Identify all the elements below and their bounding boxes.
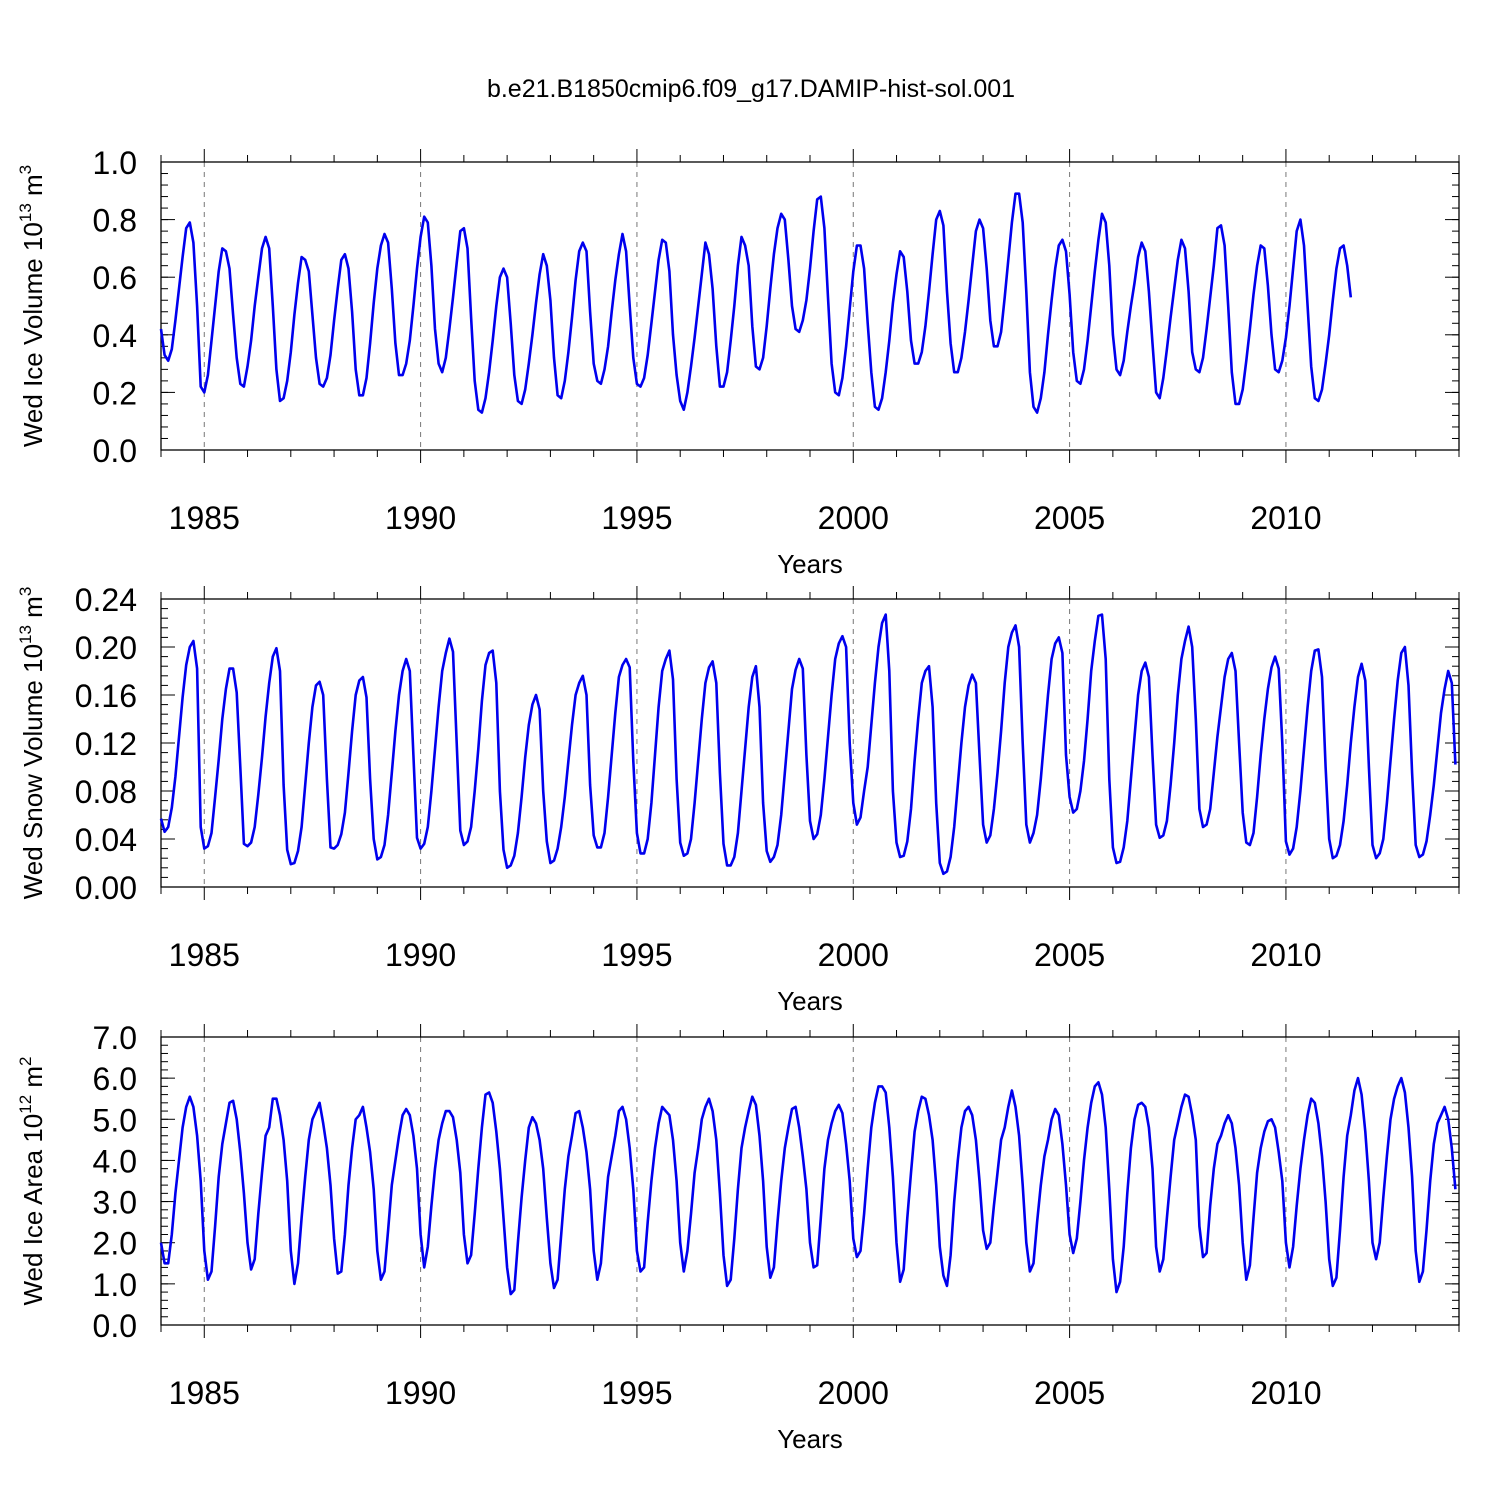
panel-2-y-axis-label-text: Wed Snow Volume 10 [18, 644, 48, 899]
panel-2-y-axis-label-unit: m [18, 596, 48, 625]
panel-2-x-tick-label: 2005 [1034, 937, 1105, 973]
panel-1-x-tick-label: 2005 [1034, 500, 1105, 536]
panel-3-y-tick-label: 0.0 [93, 1308, 137, 1344]
panel-1-y-axis-label-text: Wed Ice Volume 10 [18, 222, 48, 447]
panel-2-y-axis-label-exponent: 13 [16, 625, 35, 644]
panel-1-y-axis-label-unit: m [18, 174, 48, 203]
panel-1-y-tick-label: 0.2 [93, 375, 137, 411]
panel-1-y-axis-label: Wed Ice Volume 1013 m3 [16, 165, 48, 447]
panel-2-x-tick-label: 1995 [601, 937, 672, 973]
panel-3-y-tick-label: 1.0 [93, 1267, 137, 1303]
panel-3-y-tick-label: 7.0 [93, 1020, 137, 1056]
panel-3-x-tick-label: 1990 [385, 1375, 456, 1411]
panel-2-y-tick-label: 0.00 [75, 870, 137, 906]
panel-3-x-axis-label: Years [777, 1424, 843, 1454]
panel-1-plot-frame [160, 161, 1460, 451]
panel-3-series-line [159, 1076, 1457, 1296]
panel-2-x-tick-label: 1990 [385, 937, 456, 973]
panel-2-y-tick-label: 0.24 [75, 582, 137, 618]
panel-2-y-tick-label: 0.20 [75, 630, 137, 666]
panel-2-x-tick-label: 2000 [818, 937, 889, 973]
panel-3-y-tick-label: 2.0 [93, 1226, 137, 1262]
panel-3-y-axis-label-exponent: 12 [16, 1095, 35, 1114]
panel-1-y-tick-label: 1.0 [93, 145, 137, 181]
panel-2-y-axis-label-unit-exponent: 3 [16, 587, 35, 596]
panel-1-x-tick-label: 1985 [169, 500, 240, 536]
panel-2: 1985 1990 1995 2000 2005 2010 Years 0.00 0.04 0.0… [16, 582, 1460, 1016]
panel-3-y-tick-label: 5.0 [93, 1102, 137, 1138]
panel-2-series-line [159, 613, 1457, 876]
panel-3-y-axis-label-text: Wed Ice Area 10 [18, 1114, 48, 1306]
panel-2-plot-frame [160, 598, 1460, 888]
panel-2-y-tick-label: 0.12 [75, 726, 137, 762]
panel-1-series-line [159, 192, 1353, 414]
panel-3-y-tick-label: 4.0 [93, 1143, 137, 1179]
panel-1-y-axis-label-unit-exponent: 3 [16, 165, 35, 174]
panel-2-x-tick-label: 2010 [1250, 937, 1321, 973]
panel-1-x-axis-label: Years [777, 549, 843, 579]
panel-1-x-tick-label: 2000 [818, 500, 889, 536]
panel-3-x-tick-label: 1985 [169, 1375, 240, 1411]
figure-title: b.e21.B1850cmip6.f09_g17.DAMIP-hist-sol.… [487, 75, 1015, 103]
panel-1-y-tick-label: 0.0 [93, 433, 137, 469]
panel-3-x-tick-label: 1995 [601, 1375, 672, 1411]
panel-2-x-axis-label: Years [777, 986, 843, 1016]
panel-2-y-tick-label: 0.08 [75, 774, 137, 810]
panel-2-y-tick-label: 0.04 [75, 822, 137, 858]
panel-1-y-tick-label: 0.4 [93, 318, 137, 354]
panel-2-y-axis-label: Wed Snow Volume 1013 m3 [16, 587, 48, 900]
panel-1-y-axis-label-exponent: 13 [16, 203, 35, 222]
panels: 1985 1990 1995 2000 2005 2010 Years 0.0 0.2 0.4 0.… [16, 145, 1460, 1454]
panel-3-x-tick-label: 2005 [1034, 1375, 1105, 1411]
panel-1-x-tick-label: 2010 [1250, 500, 1321, 536]
panel-1-x-tick-label: 1990 [385, 500, 456, 536]
panel-2-x-tick-label: 1985 [169, 937, 240, 973]
panel-3: 1985 1990 1995 2000 2005 2010 Years 0.0 1.0 2.0 3.… [16, 1020, 1460, 1454]
panel-2-y-tick-label: 0.16 [75, 678, 137, 714]
panel-3-y-axis-label: Wed Ice Area 1012 m2 [16, 1056, 48, 1305]
panel-3-y-tick-label: 3.0 [93, 1185, 137, 1221]
panel-3-plot-frame [160, 1036, 1460, 1326]
panel-3-y-axis-label-unit-exponent: 2 [16, 1056, 35, 1065]
panel-1-x-tick-label: 1995 [601, 500, 672, 536]
panel-3-y-axis-label-unit: m [18, 1066, 48, 1095]
panel-3-x-tick-label: 2010 [1250, 1375, 1321, 1411]
panel-1: 1985 1990 1995 2000 2005 2010 Years 0.0 0.2 0.4 0.… [16, 145, 1460, 579]
panel-1-y-tick-label: 0.6 [93, 260, 137, 296]
panel-3-y-tick-label: 6.0 [93, 1061, 137, 1097]
panel-3-x-tick-label: 2000 [818, 1375, 889, 1411]
panel-1-y-tick-label: 0.8 [93, 203, 137, 239]
